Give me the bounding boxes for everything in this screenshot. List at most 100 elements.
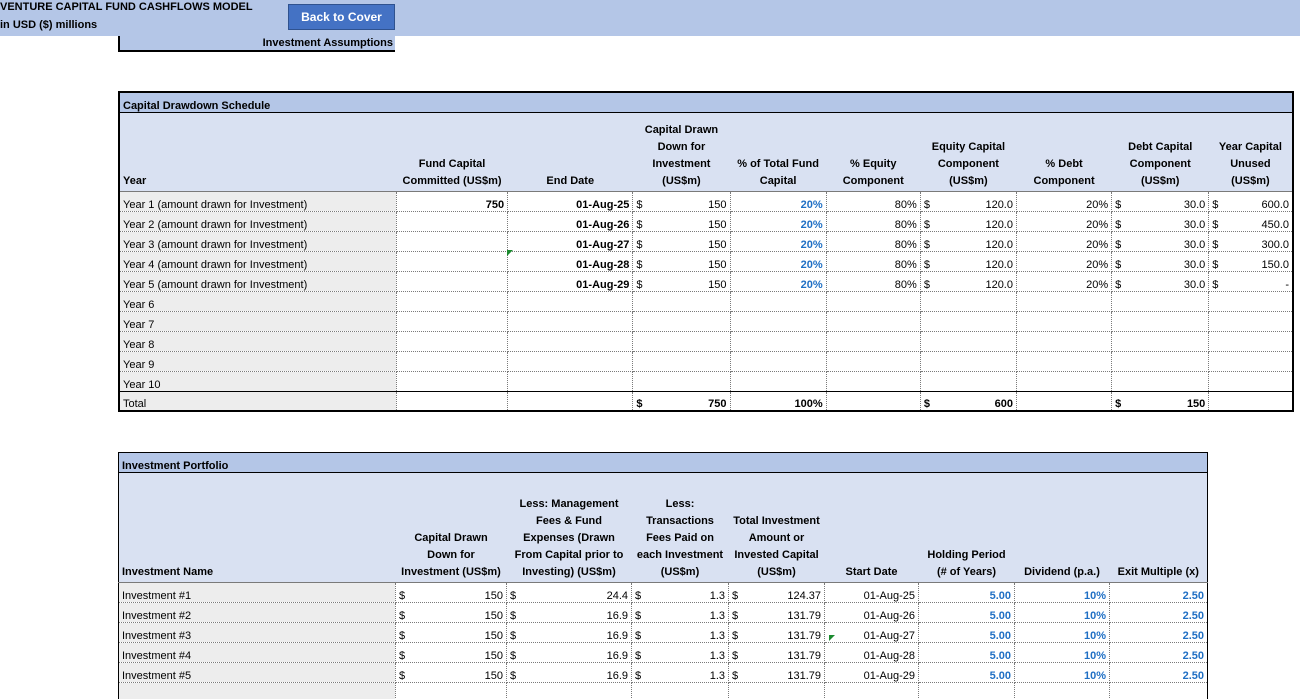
- empty-cell[interactable]: [826, 291, 921, 312]
- empty-cell[interactable]: [1016, 390, 1113, 412]
- empty-cell[interactable]: [506, 682, 632, 699]
- mgmt-fee-cell[interactable]: $16.9: [506, 622, 632, 643]
- investment-name-cell[interactable]: Investment #3: [118, 622, 396, 643]
- empty-cell[interactable]: [730, 291, 827, 312]
- exit-multiple-cell[interactable]: 2.50: [1109, 662, 1208, 683]
- committed-cell[interactable]: [396, 271, 509, 292]
- txn-fee-cell[interactable]: $1.3: [631, 622, 729, 643]
- drawn-cell[interactable]: $150: [395, 662, 507, 683]
- empty-cell[interactable]: [1208, 351, 1294, 372]
- debt-cell[interactable]: $30.0: [1111, 191, 1210, 212]
- pct-equity-cell[interactable]: 80%: [826, 211, 921, 232]
- year-cell[interactable]: Year 2 (amount drawn for Investment): [119, 211, 397, 232]
- empty-cell[interactable]: [1109, 682, 1208, 699]
- empty-cell[interactable]: [918, 682, 1015, 699]
- unused-cell[interactable]: $600.0: [1208, 191, 1294, 212]
- pct-equity-cell[interactable]: 80%: [826, 271, 921, 292]
- mgmt-fee-cell[interactable]: $16.9: [506, 662, 632, 683]
- empty-cell[interactable]: [395, 682, 507, 699]
- empty-cell[interactable]: [631, 682, 729, 699]
- debt-cell[interactable]: $30.0: [1111, 251, 1210, 272]
- pct-debt-cell[interactable]: 20%: [1016, 211, 1113, 232]
- total-investment-cell[interactable]: $131.79: [728, 662, 825, 683]
- empty-cell[interactable]: [1111, 371, 1210, 392]
- unused-cell[interactable]: $ -: [1208, 271, 1294, 292]
- pct-total-cell[interactable]: 20%: [730, 251, 827, 272]
- empty-cell[interactable]: [396, 311, 509, 332]
- end-date-cell[interactable]: 01-Aug-27: [507, 231, 634, 252]
- committed-cell[interactable]: [396, 211, 509, 232]
- total-investment-cell[interactable]: $131.79: [728, 642, 825, 663]
- empty-cell[interactable]: [507, 371, 634, 392]
- empty-cell[interactable]: [826, 390, 921, 412]
- empty-cell[interactable]: [1111, 331, 1210, 352]
- exit-multiple-cell[interactable]: 2.50: [1109, 622, 1208, 643]
- txn-fee-cell[interactable]: $1.3: [631, 582, 729, 603]
- debt-cell[interactable]: $30.0: [1111, 211, 1210, 232]
- empty-cell[interactable]: [920, 291, 1017, 312]
- end-date-cell[interactable]: 01-Aug-29: [507, 271, 634, 292]
- year-cell[interactable]: Year 3 (amount drawn for Investment): [119, 231, 397, 252]
- empty-cell[interactable]: [920, 331, 1017, 352]
- dividend-cell[interactable]: 10%: [1014, 582, 1110, 603]
- empty-cell[interactable]: [632, 371, 731, 392]
- investment-name-cell[interactable]: Investment #4: [118, 642, 396, 663]
- exit-multiple-cell[interactable]: 2.50: [1109, 642, 1208, 663]
- dividend-cell[interactable]: 10%: [1014, 602, 1110, 623]
- empty-cell[interactable]: [920, 371, 1017, 392]
- start-date-cell[interactable]: 01-Aug-26: [824, 602, 919, 623]
- investment-name-cell[interactable]: Investment #5: [118, 662, 396, 683]
- exit-multiple-cell[interactable]: 2.50: [1109, 602, 1208, 623]
- year-cell[interactable]: Year 5 (amount drawn for Investment): [119, 271, 397, 292]
- debt-cell[interactable]: $30.0: [1111, 231, 1210, 252]
- total-debt-cell[interactable]: $150: [1111, 390, 1210, 412]
- dividend-cell[interactable]: 10%: [1014, 622, 1110, 643]
- drawn-cell[interactable]: $150: [632, 191, 731, 212]
- year-cell[interactable]: Year 8: [119, 331, 397, 352]
- empty-cell[interactable]: [826, 351, 921, 372]
- empty-cell[interactable]: [1208, 390, 1294, 412]
- exit-multiple-cell[interactable]: 2.50: [1109, 582, 1208, 603]
- empty-cell[interactable]: [1208, 371, 1294, 392]
- pct-total-cell[interactable]: 20%: [730, 191, 827, 212]
- empty-cell[interactable]: [396, 331, 509, 352]
- empty-cell[interactable]: [826, 311, 921, 332]
- empty-cell[interactable]: [728, 682, 825, 699]
- pct-equity-cell[interactable]: 80%: [826, 231, 921, 252]
- year-cell[interactable]: Year 4 (amount drawn for Investment): [119, 251, 397, 272]
- empty-cell[interactable]: [396, 351, 509, 372]
- empty-cell[interactable]: [632, 351, 731, 372]
- txn-fee-cell[interactable]: $1.3: [631, 642, 729, 663]
- empty-cell[interactable]: [920, 351, 1017, 372]
- year-cell[interactable]: Year 7: [119, 311, 397, 332]
- empty-cell[interactable]: [920, 311, 1017, 332]
- mgmt-fee-cell[interactable]: $16.9: [506, 602, 632, 623]
- year-cell[interactable]: Year 1 (amount drawn for Investment): [119, 191, 397, 212]
- end-date-cell[interactable]: 01-Aug-28: [507, 251, 634, 272]
- empty-cell[interactable]: [1208, 331, 1294, 352]
- pct-total-cell[interactable]: 20%: [730, 211, 827, 232]
- mgmt-fee-cell[interactable]: $16.9: [506, 642, 632, 663]
- investment-name-cell[interactable]: Investment #1: [118, 582, 396, 603]
- end-date-cell[interactable]: 01-Aug-25: [507, 191, 634, 212]
- drawn-cell[interactable]: $150: [395, 622, 507, 643]
- total-pct-cell[interactable]: 100%: [730, 390, 827, 412]
- pct-debt-cell[interactable]: 20%: [1016, 271, 1113, 292]
- empty-cell[interactable]: [507, 390, 634, 412]
- pct-debt-cell[interactable]: 20%: [1016, 231, 1113, 252]
- drawn-cell[interactable]: $150: [395, 582, 507, 603]
- pct-total-cell[interactable]: 20%: [730, 231, 827, 252]
- total-investment-cell[interactable]: $131.79: [728, 622, 825, 643]
- total-investment-cell[interactable]: $131.79: [728, 602, 825, 623]
- empty-cell[interactable]: [1111, 351, 1210, 372]
- end-date-cell[interactable]: 01-Aug-26: [507, 211, 634, 232]
- unused-cell[interactable]: $300.0: [1208, 231, 1294, 252]
- holding-period-cell[interactable]: 5.00: [918, 642, 1015, 663]
- empty-cell[interactable]: [730, 311, 827, 332]
- pct-debt-cell[interactable]: 20%: [1016, 191, 1113, 212]
- empty-cell[interactable]: [507, 291, 634, 312]
- drawn-cell[interactable]: $150: [632, 231, 731, 252]
- empty-cell[interactable]: [826, 371, 921, 392]
- holding-period-cell[interactable]: 5.00: [918, 622, 1015, 643]
- debt-cell[interactable]: $30.0: [1111, 271, 1210, 292]
